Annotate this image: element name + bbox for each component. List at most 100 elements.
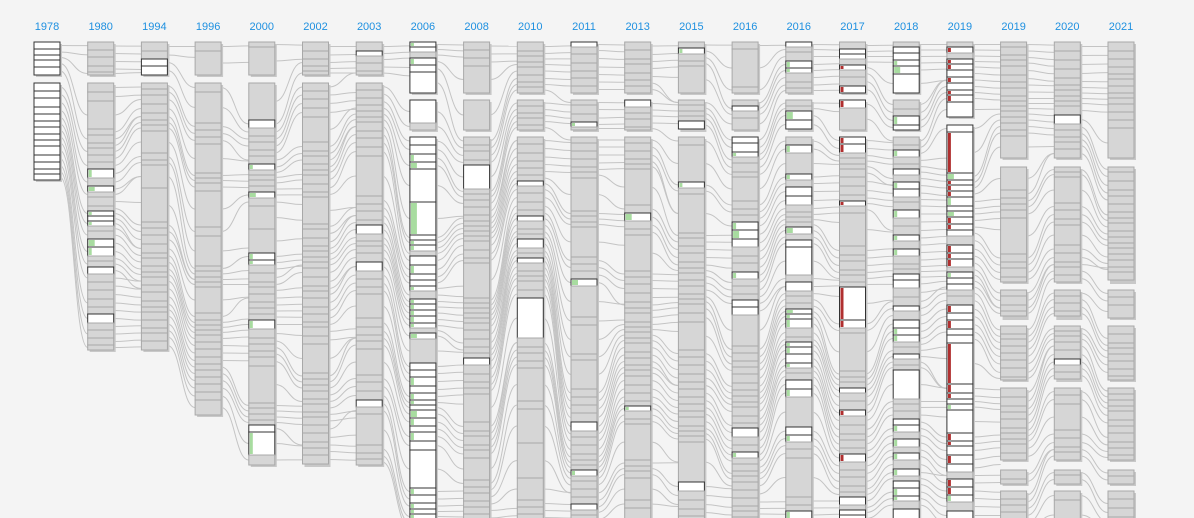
unchanged-row[interactable] [731,382,759,391]
unchanged-row[interactable] [516,152,544,162]
unchanged-row[interactable] [839,415,866,426]
changed-row[interactable] [785,379,813,390]
unchanged-row[interactable] [463,312,491,319]
unchanged-row[interactable] [1000,276,1028,283]
section-block[interactable] [731,99,761,132]
unchanged-row[interactable] [516,99,544,107]
unchanged-row[interactable] [516,233,544,240]
section-block[interactable] [1053,41,1083,160]
unchanged-row[interactable] [302,141,329,152]
changed-row[interactable] [839,514,866,518]
unchanged-row[interactable] [355,89,383,99]
unchanged-row[interactable] [302,447,329,456]
changed-row[interactable] [33,145,61,156]
unchanged-row[interactable] [1000,504,1028,513]
unchanged-row[interactable] [302,290,329,299]
unchanged-row[interactable] [87,154,115,163]
unchanged-row[interactable] [624,234,652,272]
changed-row[interactable] [140,65,168,76]
section-block[interactable] [248,82,277,467]
unchanged-row[interactable] [731,395,759,403]
unchanged-row[interactable] [1000,396,1028,407]
section-block[interactable] [355,41,385,77]
changed-row[interactable] [409,404,437,411]
unchanged-row[interactable] [839,205,866,214]
unchanged-row[interactable] [785,152,813,175]
unchanged-row[interactable] [1000,81,1028,89]
changed-row[interactable] [731,136,759,144]
unchanged-row[interactable] [1107,342,1135,349]
unchanged-row[interactable] [140,271,168,278]
unchanged-row[interactable] [1107,441,1135,449]
unchanged-row[interactable] [624,499,652,509]
unchanged-row[interactable] [409,250,437,257]
unchanged-row[interactable] [624,163,652,170]
unchanged-row[interactable] [516,280,544,291]
unchanged-row[interactable] [1000,405,1028,413]
unchanged-row[interactable] [355,252,383,263]
unchanged-row[interactable] [248,155,276,165]
changed-row[interactable] [785,119,813,130]
unchanged-row[interactable] [570,514,598,518]
unchanged-row[interactable] [892,364,920,371]
unchanged-row[interactable] [1053,129,1081,138]
unchanged-row[interactable] [516,167,544,176]
unchanged-row[interactable] [570,285,598,318]
unchanged-row[interactable] [570,221,598,228]
unchanged-row[interactable] [1107,230,1135,238]
unchanged-row[interactable] [731,285,759,295]
changed-row[interactable] [892,46,920,54]
unchanged-row[interactable] [570,480,598,490]
unchanged-row[interactable] [785,72,813,83]
unchanged-row[interactable] [516,201,544,211]
unchanged-row[interactable] [87,177,115,187]
changed-row[interactable] [516,238,544,249]
unchanged-row[interactable] [892,446,920,454]
unchanged-row[interactable] [892,225,920,236]
unchanged-row[interactable] [570,171,598,179]
unchanged-row[interactable] [355,240,383,247]
unchanged-row[interactable] [1107,111,1135,121]
changed-row[interactable] [731,306,759,316]
version-label[interactable]: 2002 [303,21,328,33]
unchanged-row[interactable] [731,345,759,354]
unchanged-row[interactable] [87,298,115,308]
unchanged-row[interactable] [463,262,491,299]
unchanged-row[interactable] [1053,394,1081,405]
unchanged-row[interactable] [1000,189,1028,199]
section-block[interactable] [516,99,546,132]
unchanged-row[interactable] [677,252,705,263]
unchanged-row[interactable] [731,475,759,483]
unchanged-row[interactable] [140,187,168,223]
unchanged-row[interactable] [516,352,544,362]
unchanged-row[interactable] [570,158,598,168]
unchanged-row[interactable] [731,360,759,368]
unchanged-row[interactable] [463,193,491,201]
changed-row[interactable] [409,46,437,53]
unchanged-row[interactable] [516,506,544,515]
unchanged-row[interactable] [1107,222,1135,232]
section-block[interactable] [677,41,707,95]
unchanged-row[interactable] [87,134,115,144]
unchanged-row[interactable] [463,302,491,309]
unchanged-row[interactable] [785,46,813,53]
unchanged-row[interactable] [355,374,383,383]
unchanged-row[interactable] [570,488,598,498]
changed-row[interactable] [785,353,813,364]
unchanged-row[interactable] [355,137,383,148]
changed-row[interactable] [33,161,61,170]
unchanged-row[interactable] [1107,432,1135,443]
unchanged-row[interactable] [624,410,652,420]
unchanged-row[interactable] [302,267,329,278]
unchanged-row[interactable] [731,436,759,446]
unchanged-row[interactable] [87,128,115,136]
section-block[interactable] [839,136,868,518]
unchanged-row[interactable] [302,321,329,328]
version-label[interactable]: 2020 [1055,21,1080,33]
changed-row[interactable] [892,52,920,61]
unchanged-row[interactable] [624,400,652,407]
unchanged-row[interactable] [1053,218,1081,226]
unchanged-row[interactable] [731,200,759,210]
unchanged-row[interactable] [87,306,115,315]
unchanged-row[interactable] [731,489,759,499]
